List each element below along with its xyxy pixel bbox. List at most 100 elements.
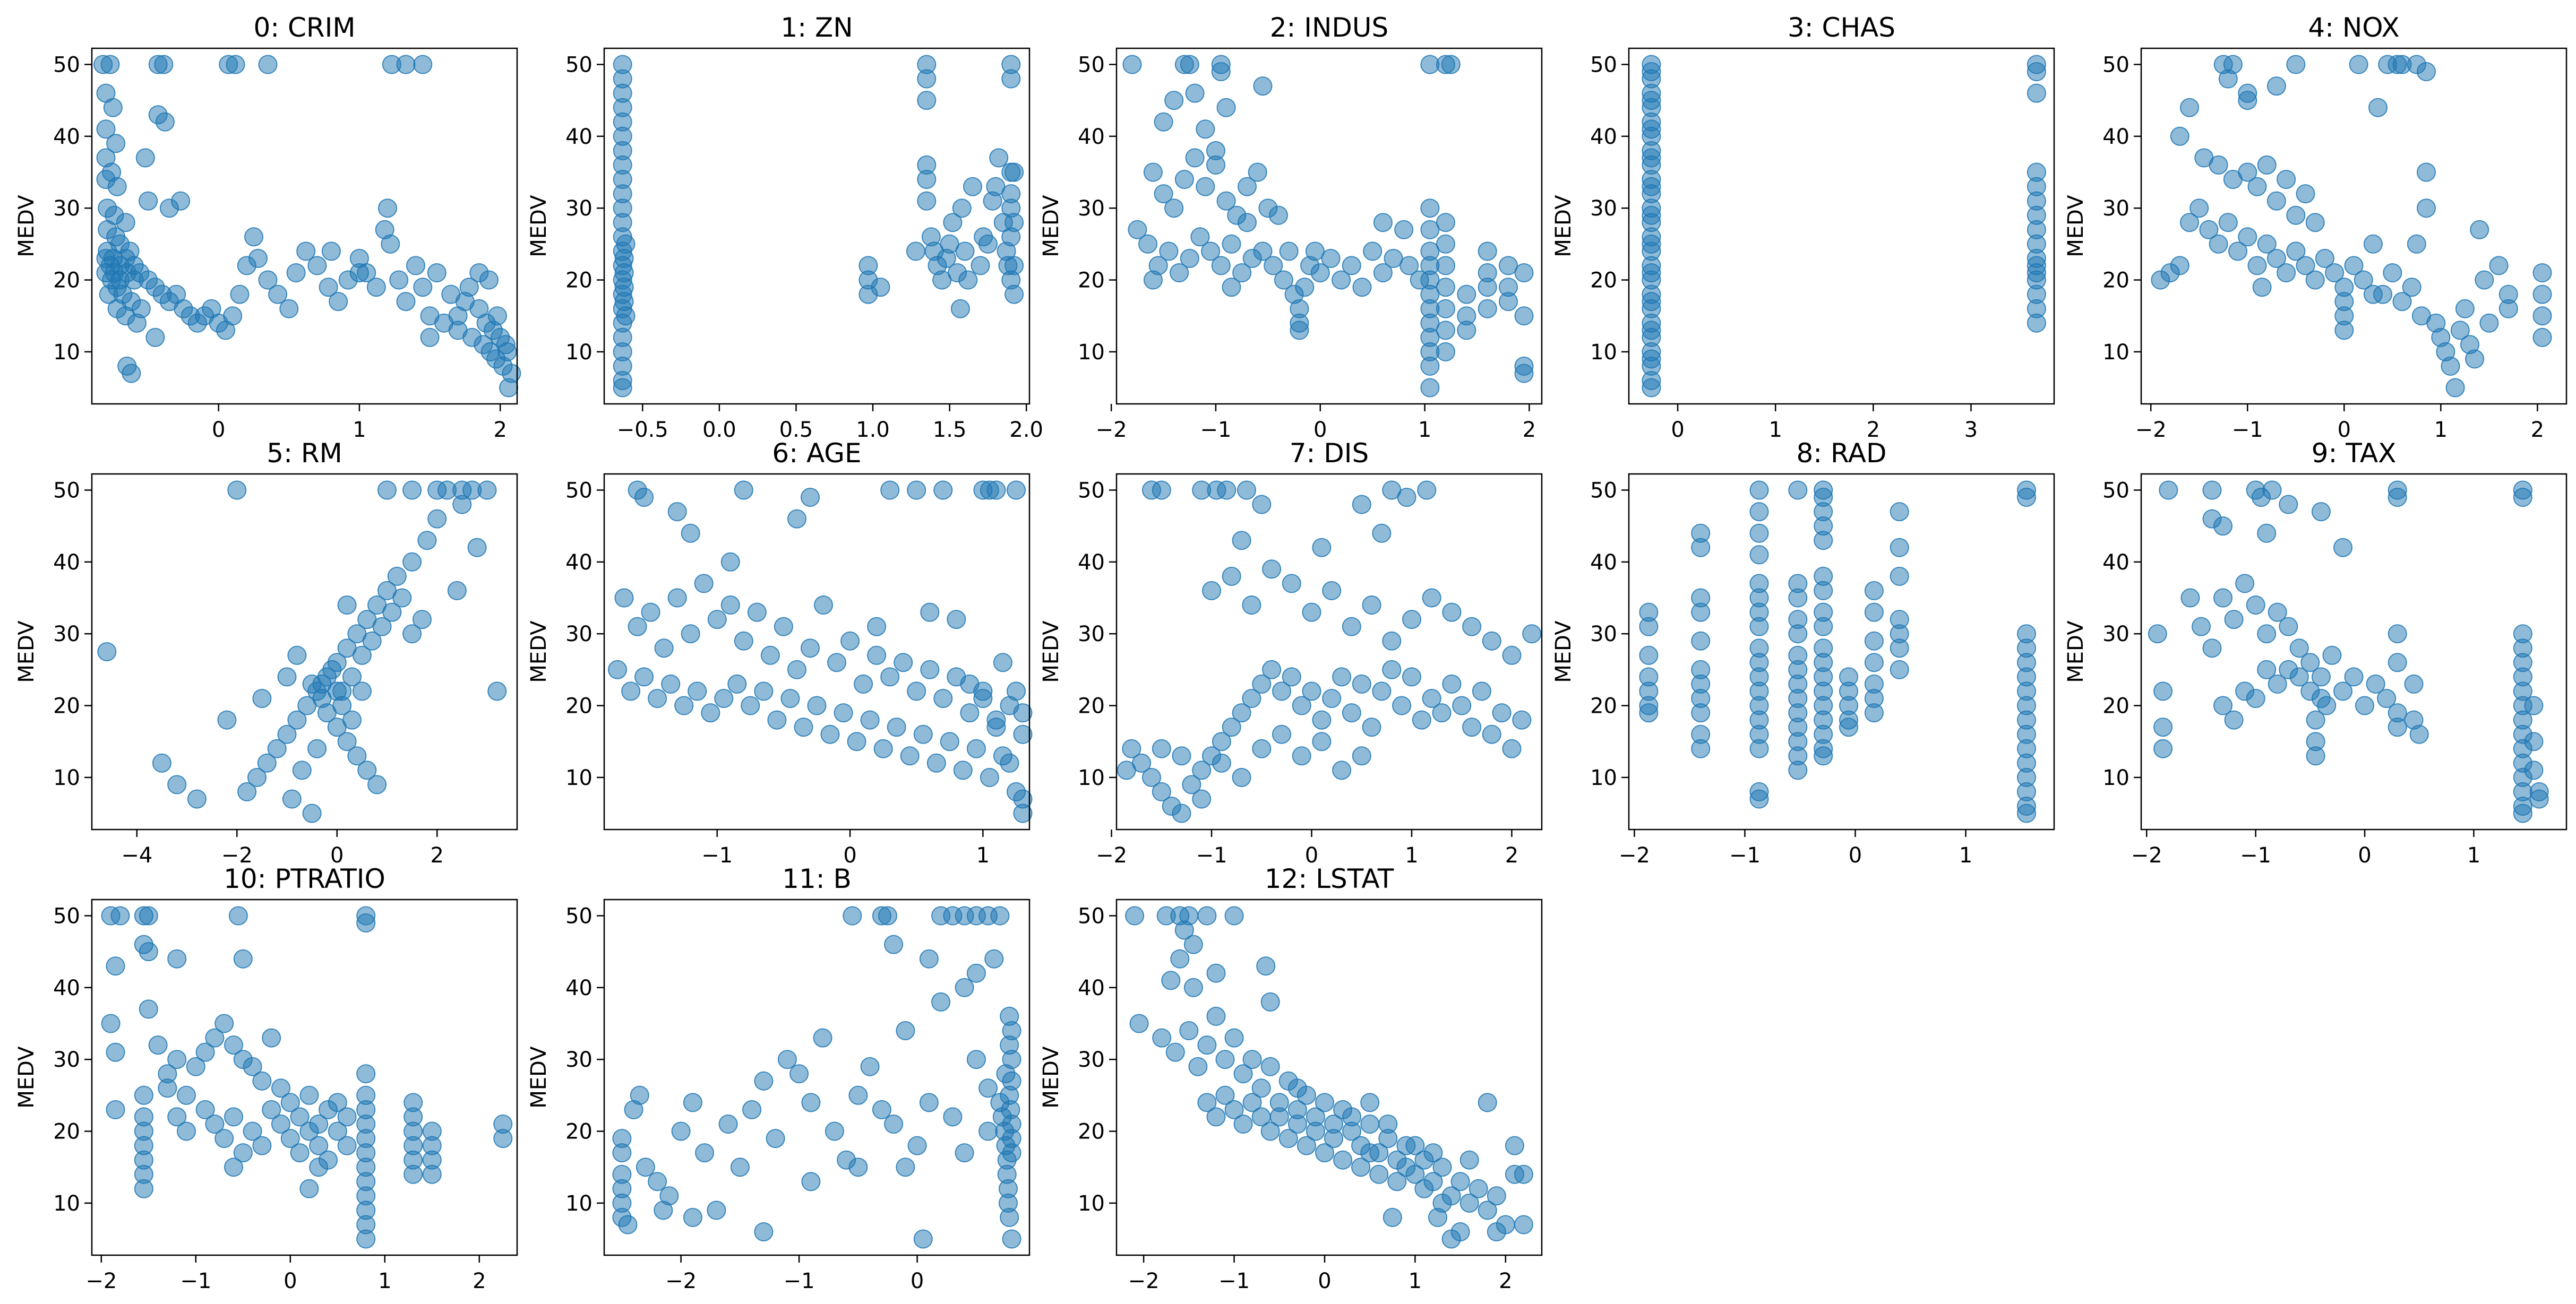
y-tick-label: 40 <box>2102 550 2130 575</box>
x-tick-label: 1 <box>378 1269 391 1293</box>
subplot-title: 4: NOX <box>2308 12 2399 43</box>
x-tick-label: −0.5 <box>617 418 668 442</box>
data-point <box>919 1093 939 1112</box>
data-point <box>427 263 446 282</box>
data-point <box>919 949 939 969</box>
data-point <box>271 1078 290 1098</box>
x-tick-label: 0.0 <box>702 418 736 442</box>
x-tick-label: −1 <box>1196 843 1227 868</box>
data-point <box>1342 617 1361 636</box>
series-points <box>1125 906 1533 1249</box>
data-point <box>1172 804 1191 823</box>
data-point <box>2532 263 2552 282</box>
data-point <box>2180 588 2200 608</box>
data-point <box>262 1028 281 1048</box>
data-point <box>1242 1093 1262 1112</box>
x-tick-label: 1 <box>2467 843 2480 868</box>
data-point <box>843 906 862 926</box>
x-tick-label: 0 <box>212 418 225 442</box>
data-point <box>1260 992 1280 1012</box>
data-point <box>1814 617 1833 636</box>
data-point <box>1183 978 1203 997</box>
data-point <box>907 1136 927 1155</box>
data-point <box>2409 724 2429 744</box>
data-point <box>122 364 141 383</box>
data-point <box>1165 1042 1185 1062</box>
y-tick-label: 10 <box>1078 340 1105 365</box>
data-point <box>671 1121 691 1141</box>
data-point <box>158 1078 177 1098</box>
y-tick-label: 50 <box>565 53 593 77</box>
y-tick-label: 40 <box>1590 550 1617 575</box>
data-point <box>1138 234 1157 254</box>
y-tick-label: 20 <box>53 694 80 719</box>
data-point <box>1514 306 1534 326</box>
subplot-title: 2: INDUS <box>1270 12 1389 43</box>
data-point <box>1224 906 1244 926</box>
data-point <box>1206 155 1225 175</box>
data-point <box>947 610 966 629</box>
data-point <box>1642 91 1661 110</box>
data-point <box>917 91 937 110</box>
data-point <box>1642 321 1661 340</box>
data-point <box>99 284 118 304</box>
data-point <box>106 134 126 153</box>
data-point <box>378 198 397 218</box>
data-point <box>1302 602 1321 622</box>
data-point <box>1502 739 1522 758</box>
data-point <box>1279 241 1299 261</box>
data-point <box>2266 191 2286 211</box>
data-point <box>2392 292 2412 312</box>
data-point <box>186 1057 205 1076</box>
x-tick-label: 2 <box>1505 843 1518 868</box>
data-point <box>880 480 900 500</box>
data-point <box>1305 241 1325 261</box>
data-point <box>984 949 1004 969</box>
data-point <box>349 263 369 282</box>
data-point <box>730 1158 750 1177</box>
data-point <box>2209 155 2228 175</box>
data-point <box>1442 674 1462 694</box>
y-tick-label: 50 <box>1590 478 1617 503</box>
data-point <box>2246 689 2265 708</box>
axes-frame <box>2140 47 2568 405</box>
y-tick-label: 20 <box>2102 269 2130 293</box>
data-point <box>1233 1064 1253 1084</box>
data-point <box>1212 732 1231 752</box>
data-point <box>1402 667 1421 687</box>
axes-frame <box>1628 473 2055 831</box>
data-point <box>1333 1150 1353 1170</box>
data-point <box>973 689 993 708</box>
y-axis-label: MEDV <box>527 1046 551 1109</box>
data-point <box>2247 177 2267 196</box>
data-point <box>1352 674 1371 694</box>
data-point <box>1222 566 1241 586</box>
data-point <box>268 284 288 304</box>
data-point <box>1394 220 1414 239</box>
data-point <box>1262 660 1282 679</box>
data-point <box>2366 674 2385 694</box>
data-point <box>2513 804 2532 823</box>
x-tick-label: −2 <box>221 843 253 868</box>
data-point <box>1122 55 1142 74</box>
data-point <box>2213 696 2232 715</box>
y-tick-label: 10 <box>1078 766 1105 790</box>
x-tick-label: 1 <box>353 418 366 442</box>
data-point <box>1129 1014 1149 1033</box>
y-axis-label: MEDV <box>2064 195 2088 257</box>
data-point <box>953 761 973 780</box>
subplot-5: 5: RM MEDV −4 −2 0 2 10 20 30 40 50 <box>14 438 518 868</box>
subplot-2: 2: INDUS MEDV −2 −1 0 1 2 10 20 30 40 50 <box>1039 12 1543 442</box>
data-point <box>1180 248 1199 268</box>
data-point <box>97 642 117 661</box>
y-tick-label: 30 <box>1078 196 1105 221</box>
data-point <box>1182 775 1201 795</box>
data-point <box>1251 1078 1271 1098</box>
data-point <box>618 1215 638 1234</box>
data-point <box>707 1201 726 1220</box>
data-point <box>1007 480 1026 500</box>
data-point <box>1170 949 1190 969</box>
data-point <box>1164 91 1184 110</box>
data-point <box>2235 574 2255 593</box>
